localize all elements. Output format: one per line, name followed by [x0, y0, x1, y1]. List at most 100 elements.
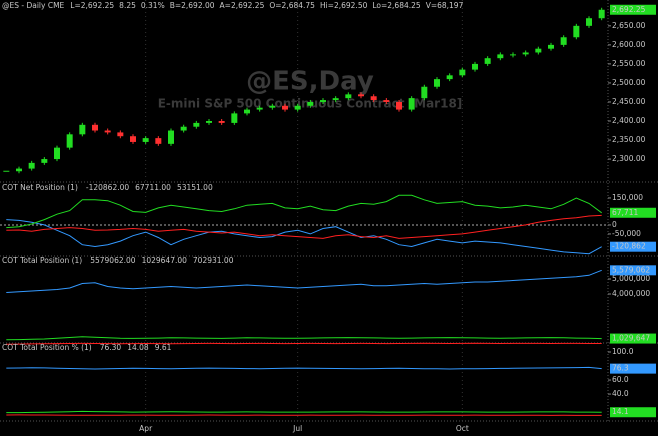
series-line — [6, 214, 602, 239]
series-readout: 5579062.00 — [90, 256, 136, 265]
candle — [117, 132, 124, 137]
series-readout: 9.61 — [155, 343, 172, 352]
candle — [244, 109, 250, 114]
series-readout: -120862.00 — [86, 183, 129, 192]
series-readout: 76.30 — [100, 343, 122, 352]
x-tick-label: Jul — [292, 424, 302, 433]
candle — [130, 136, 136, 142]
candle — [269, 105, 276, 108]
candle — [497, 54, 504, 59]
candle — [193, 122, 200, 127]
chart-watermark-title: @ES,Day — [246, 67, 374, 97]
series-line — [6, 342, 602, 345]
last-value-label: 5,579,062 — [612, 265, 650, 274]
candle — [598, 9, 605, 19]
series-line — [6, 410, 602, 414]
y-tick-label: 5,000,000 — [612, 274, 650, 283]
candle — [408, 98, 415, 110]
series-readout: 14.08 — [127, 343, 149, 352]
last-value-box — [610, 265, 656, 276]
candle — [370, 96, 377, 101]
y-tick-label: -50,000 — [612, 229, 641, 238]
y-tick-label: 60.0 — [612, 375, 629, 384]
series-line — [6, 269, 602, 293]
last-value-box — [610, 333, 656, 344]
y-tick-label: 2,450.00 — [612, 97, 646, 106]
last-value-box — [610, 363, 656, 374]
candle — [434, 79, 440, 87]
last-value-box — [610, 4, 656, 15]
y-tick-label: 2,600.00 — [612, 40, 646, 49]
series-readout: 53151.00 — [177, 183, 213, 192]
y-tick-label: 2,550.00 — [612, 59, 646, 68]
last-value-label: 76.3 — [612, 364, 629, 373]
candle — [472, 63, 478, 70]
candle — [168, 130, 174, 144]
quote-item: O=2,684.75 — [269, 1, 315, 10]
candle — [573, 25, 580, 38]
candle — [231, 113, 238, 123]
series-line — [6, 194, 602, 229]
y-tick-label: 4,000,000 — [612, 289, 650, 298]
candle — [332, 98, 339, 101]
y-tick-label: 2,500.00 — [612, 78, 646, 87]
quote-item: 8.25 — [119, 1, 136, 10]
last-value-box — [610, 241, 656, 252]
candle — [307, 101, 314, 106]
y-tick-label: 0 — [612, 220, 617, 229]
series-readout: 702931.00 — [193, 256, 234, 265]
quote-item: Hi=2,692.50 — [320, 1, 368, 10]
panel-title: COT Total Position (1) — [2, 256, 82, 265]
candle — [16, 168, 22, 172]
quote-item: V=68,197 — [426, 1, 464, 10]
candle — [586, 18, 592, 26]
candle — [396, 101, 402, 110]
y-tick-label: 2,650.00 — [612, 21, 646, 30]
candle — [104, 130, 111, 133]
symbol-header: @ES - Daily CME — [2, 1, 65, 10]
candle — [28, 162, 35, 169]
candle — [446, 75, 453, 80]
candle — [155, 138, 162, 144]
candle — [320, 100, 326, 102]
series-line — [6, 219, 602, 255]
candle — [510, 54, 516, 56]
candle — [358, 94, 364, 97]
y-tick-label: 2,400.00 — [612, 116, 646, 125]
candle — [294, 105, 301, 110]
candle — [54, 147, 60, 160]
candle — [282, 105, 288, 110]
series-readout: 67711.00 — [135, 183, 171, 192]
y-tick-label: 100.0 — [612, 347, 634, 356]
candle — [66, 134, 73, 148]
candle — [41, 159, 48, 163]
last-value-label: 2,692.25 — [612, 5, 646, 14]
series-line — [6, 366, 602, 370]
series-line — [6, 336, 602, 341]
candle — [522, 52, 529, 55]
candle — [3, 170, 10, 172]
candle — [484, 58, 491, 64]
candle — [459, 69, 466, 76]
last-value-box — [610, 407, 656, 418]
candle — [142, 138, 149, 142]
series-line — [6, 414, 602, 416]
candle — [383, 100, 390, 102]
candle — [218, 121, 225, 123]
quote-item: 0.31% — [141, 1, 165, 10]
panel-title: COT Net Position (1) — [2, 183, 78, 192]
candle — [256, 107, 263, 110]
last-value-label: -120,862 — [612, 242, 646, 251]
candle — [206, 121, 212, 123]
quote-item: A=2,692.25 — [220, 1, 265, 10]
y-tick-label: 2,300.00 — [612, 154, 646, 163]
candle — [92, 124, 98, 131]
candle — [548, 44, 554, 49]
candle — [180, 126, 187, 131]
candle — [560, 37, 567, 45]
y-tick-label: 150,000 — [612, 193, 643, 202]
last-value-label: 1,029,647 — [612, 334, 650, 343]
series-readout: 1029647.00 — [142, 256, 188, 265]
